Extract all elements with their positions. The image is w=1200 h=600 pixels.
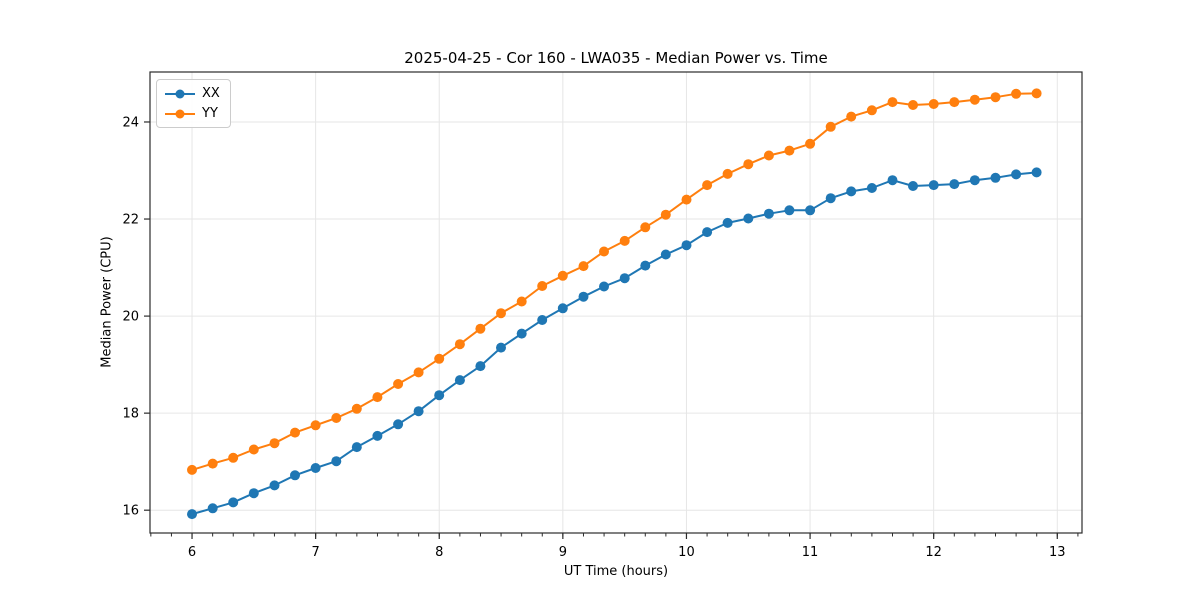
legend-item-yy: YY	[165, 105, 220, 122]
svg-text:13: 13	[1049, 545, 1066, 560]
svg-text:24: 24	[122, 115, 139, 130]
svg-text:6: 6	[188, 545, 196, 560]
legend-label-xx: XX	[202, 86, 220, 101]
svg-text:8: 8	[435, 545, 443, 560]
svg-text:12: 12	[925, 545, 942, 560]
legend-item-xx: XX	[165, 85, 220, 102]
svg-text:22: 22	[122, 213, 139, 228]
legend-marker-xx-icon	[165, 89, 195, 99]
legend-marker-yy-icon	[165, 109, 195, 119]
svg-text:11: 11	[802, 545, 819, 560]
svg-text:16: 16	[122, 504, 139, 519]
legend: XX YY	[156, 79, 231, 128]
x-axis-label: UT Time (hours)	[563, 564, 669, 579]
svg-text:7: 7	[311, 545, 319, 560]
svg-text:10: 10	[678, 545, 695, 560]
y-axis-label: Median Power (CPU)	[99, 236, 115, 368]
legend-label-yy: YY	[202, 106, 218, 121]
svg-text:9: 9	[559, 545, 567, 560]
svg-text:18: 18	[122, 407, 139, 422]
svg-text:20: 20	[122, 310, 139, 325]
chart-title: 2025-04-25 - Cor 160 - LWA035 - Median P…	[404, 49, 828, 67]
